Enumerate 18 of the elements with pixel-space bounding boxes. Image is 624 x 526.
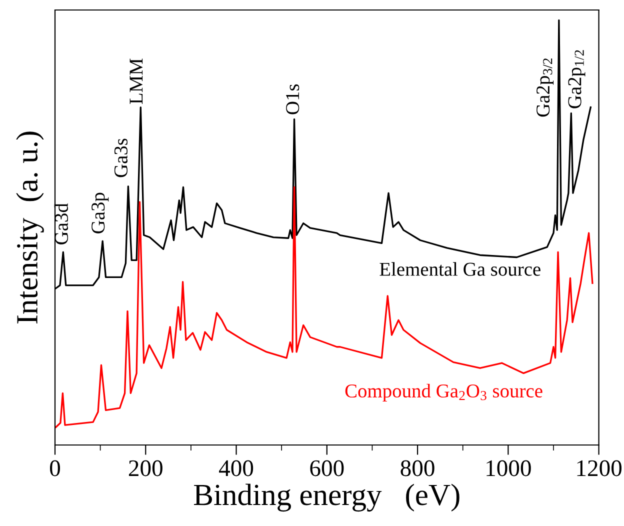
x-tick-label: 600 [310, 460, 344, 476]
x-tick-label: 1200 [577, 460, 622, 476]
annotation: Ga3s [114, 138, 128, 178]
annotation: Ga3p [92, 192, 109, 234]
x-tick-label: 800 [400, 460, 434, 476]
series-label: Compound Ga$_{2}$O$_{3}$ source [345, 384, 542, 402]
x-tick-label: 200 [128, 460, 162, 476]
annotation: O1s [286, 84, 300, 114]
annotation: Ga3d [54, 203, 68, 244]
x-tick-label: 400 [219, 460, 254, 476]
annotation: LMM [130, 58, 143, 104]
annotation: Ga2p$_{1/2}$ [568, 50, 586, 108]
series-label: Elemental Ga source [380, 262, 540, 276]
x-tick-label: 1000 [486, 460, 531, 476]
x-axis-title: Binding energy (eV) [194, 484, 460, 512]
x-tick-label: 0 [50, 460, 60, 476]
y-axis-title: Intensity (a. u.) [16, 132, 44, 324]
annotation: Ga2p$_{3/2}$ [536, 58, 554, 117]
